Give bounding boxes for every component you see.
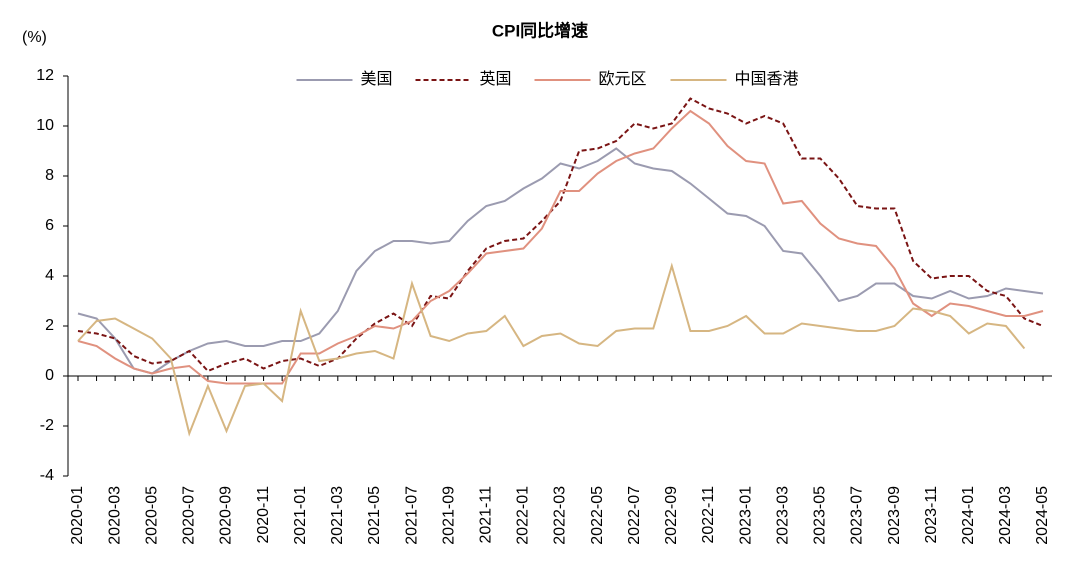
y-axis-label: (%) — [22, 29, 47, 46]
y-tick-label: 0 — [45, 367, 54, 384]
x-tick-label: 2023-11 — [923, 486, 940, 544]
x-tick-label: 2022-07 — [626, 486, 643, 545]
x-tick-label: 2023-01 — [737, 486, 754, 545]
x-tick-label: 2020-03 — [106, 486, 123, 545]
y-tick-label: 10 — [36, 117, 54, 134]
x-tick-label: 2022-01 — [515, 486, 532, 545]
x-tick-label: 2023-05 — [812, 486, 829, 545]
x-tick-label: 2021-03 — [329, 486, 346, 545]
x-tick-label: 2020-05 — [143, 486, 160, 545]
x-tick-label: 2021-07 — [403, 486, 420, 545]
x-tick-label: 2023-03 — [774, 486, 791, 545]
series-line — [77, 97, 1044, 373]
x-tick-label: 2021-11 — [477, 486, 494, 544]
x-tick-label: 2024-05 — [1034, 486, 1051, 545]
y-tick-label: -2 — [40, 417, 54, 434]
y-tick-label: 12 — [36, 67, 54, 84]
y-tick-label: 2 — [45, 317, 54, 334]
x-tick-label: 2024-01 — [960, 486, 977, 545]
y-tick-label: 4 — [45, 267, 54, 284]
series-line — [77, 109, 1044, 385]
x-tick-label: 2021-05 — [366, 486, 383, 545]
y-tick-label: 6 — [45, 217, 54, 234]
legend-label: 英国 — [480, 70, 512, 88]
legend-label: 中国香港 — [735, 70, 799, 88]
x-tick-label: 2020-01 — [69, 486, 86, 545]
series-line — [77, 262, 1026, 437]
legend-label: 美国 — [361, 70, 393, 88]
x-tick-label: 2023-09 — [886, 486, 903, 545]
y-tick-label: 8 — [45, 167, 54, 184]
x-tick-label: 2020-09 — [218, 486, 235, 545]
chart-title: CPI同比增速 — [492, 20, 588, 40]
x-tick-label: 2022-11 — [700, 486, 717, 544]
x-tick-label: 2021-09 — [440, 486, 457, 545]
x-tick-label: 2022-05 — [589, 486, 606, 545]
x-tick-label: 2024-03 — [997, 486, 1014, 545]
x-tick-label: 2020-11 — [255, 486, 272, 544]
legend-label: 欧元区 — [599, 70, 647, 88]
x-tick-label: 2021-01 — [292, 486, 309, 545]
x-tick-label: 2022-09 — [663, 486, 680, 545]
x-tick-label: 2020-07 — [181, 486, 198, 545]
x-tick-label: 2022-03 — [552, 486, 569, 545]
series-line — [77, 147, 1044, 375]
x-tick-label: 2023-07 — [849, 486, 866, 545]
y-tick-label: -4 — [40, 467, 54, 484]
